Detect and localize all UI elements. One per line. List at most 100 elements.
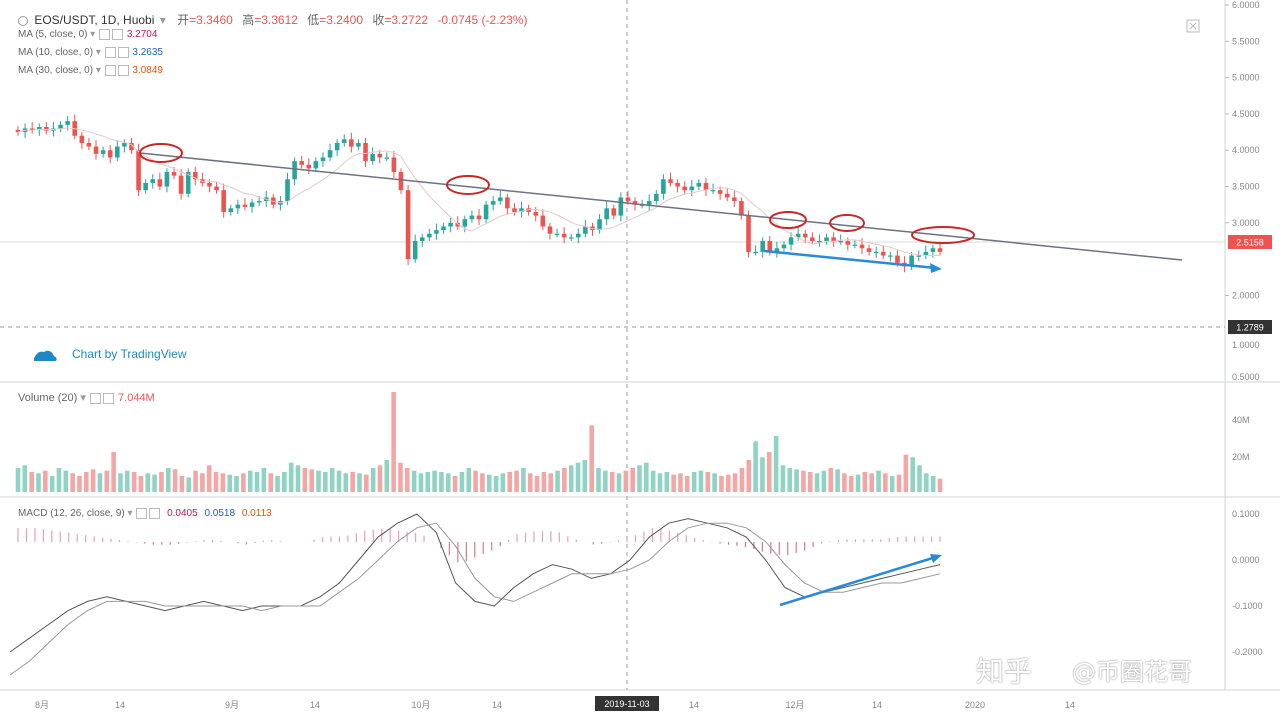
volume-bar xyxy=(623,470,629,492)
candle-body xyxy=(866,248,872,252)
volume-bar xyxy=(357,473,362,492)
volume-bar xyxy=(432,470,437,492)
symbol-title[interactable]: EOS/USDT, 1D, Huobi xyxy=(34,13,155,27)
price-tick-label: 2.0000 xyxy=(1232,290,1260,300)
volume-bar xyxy=(630,468,635,492)
indicator-visibility-icon[interactable] xyxy=(99,29,111,40)
indicator-label[interactable]: MA (5, close, 0) xyxy=(18,29,88,41)
volume-bar xyxy=(49,476,55,492)
volume-legend-label[interactable]: Volume (20) xyxy=(18,392,78,404)
volume-bar xyxy=(439,472,444,492)
volume-bar xyxy=(152,474,157,492)
time-axis[interactable]: 8月 14 9月 14 10月 14 14 12月 14 2020 14 xyxy=(35,700,1075,710)
volume-bar xyxy=(835,469,840,492)
collapse-icon[interactable]: ▾ xyxy=(159,13,166,27)
volume-bar xyxy=(746,460,752,492)
indicator-label[interactable]: MA (10, close, 0) xyxy=(18,47,94,59)
volume-bar xyxy=(507,472,513,492)
candle-body xyxy=(36,127,42,130)
volume-bar xyxy=(241,473,246,492)
volume-settings-icon[interactable] xyxy=(102,392,114,404)
candle-body xyxy=(795,233,801,238)
candle-body xyxy=(895,255,900,263)
time-cursor-tag: 2019-11-03 xyxy=(604,699,649,709)
volume-bar xyxy=(534,476,540,492)
candle-body xyxy=(419,237,425,242)
tradingview-branding[interactable]: Chart by TradingView xyxy=(72,347,187,361)
macd-tick-label: -0.1000 xyxy=(1232,601,1263,611)
open-value: 3.3460 xyxy=(196,13,233,27)
candle-body xyxy=(618,197,624,216)
volume-bar xyxy=(124,470,130,492)
price-axis[interactable]: 6.0000 5.5000 5.0000 4.5000 4.0000 3.5000 3.00… xyxy=(1225,0,1260,382)
candle-body xyxy=(810,237,815,242)
candle-body xyxy=(512,208,517,212)
candle-body xyxy=(781,244,787,249)
time-tick-label: 2020 xyxy=(965,700,985,710)
last-price-tag: 2.5158 xyxy=(1236,238,1264,248)
indicator-settings-icon[interactable] xyxy=(117,47,129,58)
time-tick-label: 10月 xyxy=(411,700,430,710)
volume-bar xyxy=(493,476,499,492)
indicator-settings-icon[interactable] xyxy=(112,29,124,40)
low-value: 3.2400 xyxy=(326,13,363,27)
indicator-visibility-icon[interactable] xyxy=(104,65,116,76)
volume-bar xyxy=(36,473,41,492)
macd-settings-icon[interactable] xyxy=(149,508,161,519)
candle-body xyxy=(178,175,184,194)
legend-header: EOS/USDT, 1D, Huobi ▾ 开=3.3460 高=3.3612 … xyxy=(18,11,527,28)
volume-bar xyxy=(391,392,396,492)
volume-bar xyxy=(329,468,335,492)
macd-legend-label[interactable]: MACD (12, 26, close, 9) xyxy=(18,508,125,520)
volume-bar xyxy=(842,473,847,492)
indicator-label[interactable]: MA (30, close, 0) xyxy=(18,65,94,77)
time-tick-label: 8月 xyxy=(35,700,49,710)
price-tick-label: 3.5000 xyxy=(1232,182,1260,192)
volume-bar xyxy=(582,460,588,492)
candle-body xyxy=(79,135,85,143)
volume-bar xyxy=(138,476,144,492)
volume-bar xyxy=(398,462,403,492)
macd-axis[interactable]: 0.1000 0.0000 -0.1000 -0.2000 xyxy=(1232,509,1263,657)
indicator-visibility-icon[interactable] xyxy=(104,47,116,58)
time-tick-label: 14 xyxy=(115,700,125,710)
ohlc-high: 高=3.3612 xyxy=(242,13,298,27)
candle-body xyxy=(320,157,326,162)
zhihu-watermark: 知乎 xyxy=(976,655,1033,688)
volume-tick-label: 40M xyxy=(1232,415,1250,425)
volume-bar xyxy=(917,465,922,492)
ohlc-low: 低=3.2400 xyxy=(307,13,363,27)
macd-visibility-icon[interactable] xyxy=(136,508,148,519)
volume-bar xyxy=(70,473,75,492)
candle-body xyxy=(597,219,602,231)
volume-bar xyxy=(56,468,62,492)
volume-axis[interactable]: 40M 20M xyxy=(1232,415,1250,462)
ma-line xyxy=(17,127,940,257)
volume-bar xyxy=(445,473,451,492)
volume-bar xyxy=(282,472,287,492)
volume-bar xyxy=(179,476,185,492)
volume-bar xyxy=(193,470,198,492)
volume-bar xyxy=(254,472,260,492)
macd-signal-value: 0.0113 xyxy=(241,508,272,520)
time-tick-label: 14 xyxy=(492,700,502,710)
volume-visibility-icon[interactable] xyxy=(89,392,101,404)
volume-bar xyxy=(227,474,233,492)
volume-bar xyxy=(473,470,478,492)
volume-tick-label: 20M xyxy=(1232,452,1250,462)
volume-bar xyxy=(787,468,793,492)
candle-body xyxy=(356,142,361,147)
volume-bar xyxy=(766,452,772,492)
candle-body xyxy=(164,172,170,187)
indicator-settings-icon[interactable] xyxy=(117,65,129,76)
volume-bar xyxy=(418,473,424,492)
settings-icon[interactable] xyxy=(1186,19,1200,33)
price-down-arrow xyxy=(763,249,942,273)
trend-line[interactable] xyxy=(139,152,1183,261)
time-tick-label: 14 xyxy=(1065,700,1075,710)
volume-bar xyxy=(855,474,861,492)
time-tick-label: 12月 xyxy=(785,700,804,710)
volume-bar xyxy=(760,457,765,492)
